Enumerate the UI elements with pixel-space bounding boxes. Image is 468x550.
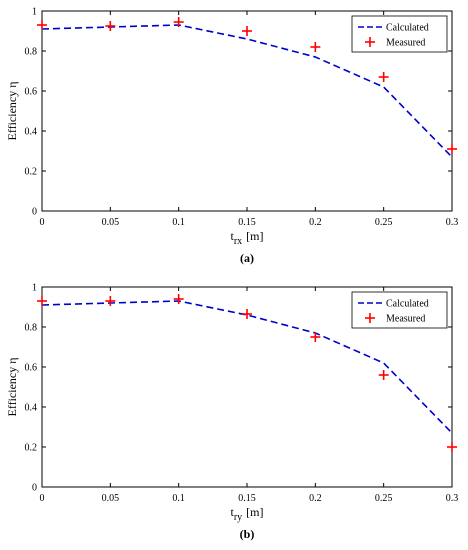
- x-tick-label: 0.1: [172, 493, 185, 504]
- x-tick-label: 0.3: [446, 217, 459, 228]
- x-tick-label: 0.2: [309, 493, 322, 504]
- legend-label: Measured: [386, 314, 425, 325]
- x-tick-label: 0.25: [375, 493, 393, 504]
- measured-point: [37, 20, 47, 30]
- y-tick-label: 0.2: [25, 443, 38, 454]
- y-axis-label: Efficiency η: [5, 357, 19, 416]
- x-axis-label-subscript: ry: [234, 512, 242, 523]
- measured-point: [37, 296, 47, 306]
- y-tick-label: 0: [32, 207, 37, 218]
- y-tick-label: 1: [32, 7, 37, 18]
- x-tick-label: 0: [40, 217, 45, 228]
- x-tick-label: 0.15: [238, 493, 256, 504]
- y-tick-label: 0.8: [25, 47, 38, 58]
- x-axis-label-main: t: [230, 229, 234, 243]
- measured-point: [310, 42, 321, 52]
- y-tick-label: 0.8: [25, 323, 38, 334]
- x-axis-label-subscript: rx: [234, 236, 242, 247]
- legend-label: Measured: [386, 38, 425, 49]
- measured-point: [242, 309, 252, 319]
- legend-box: [351, 15, 448, 53]
- x-axis-label: trx [m]: [230, 229, 263, 247]
- legend-box: [351, 291, 448, 329]
- x-tick-label: 0.2: [309, 217, 322, 228]
- y-tick-label: 0.4: [25, 127, 38, 138]
- legend-label: Calculated: [386, 299, 429, 310]
- measured-point: [105, 296, 116, 306]
- y-tick-label: 1: [32, 283, 37, 294]
- y-tick-label: 0.6: [25, 87, 38, 98]
- x-tick-label: 0.1: [172, 217, 185, 228]
- y-tick-label: 0: [32, 483, 37, 494]
- x-tick-label: 0.3: [446, 493, 459, 504]
- chart-panel-b: 0 0.05 0.1 0.15 0.2 0.25 0.3 0 0.2 0.4 0.6 0.8 1 Effi…: [5, 283, 458, 542]
- measured-point: [173, 17, 184, 27]
- measured-point: [242, 26, 252, 36]
- legend: Calculated Measured: [351, 291, 448, 329]
- measured-point: [105, 21, 116, 31]
- y-tick-label: 0.6: [25, 363, 38, 374]
- measured-point: [447, 144, 457, 154]
- x-tick-label: 0.05: [102, 217, 120, 228]
- y-axis-label: Efficiency η: [5, 81, 19, 140]
- y-tick-label: 0.4: [25, 403, 38, 414]
- legend-label: Calculated: [386, 23, 429, 34]
- x-tick-label: 0.05: [102, 493, 120, 504]
- panel-caption: (a): [240, 251, 254, 265]
- x-tick-label: 0: [40, 493, 45, 504]
- measured-point: [310, 332, 321, 342]
- x-axis-label-unit: [m]: [246, 229, 263, 243]
- x-tick-label: 0.15: [238, 217, 256, 228]
- y-tick-label: 0.2: [25, 167, 38, 178]
- x-axis-label: try [m]: [230, 505, 263, 523]
- x-axis-label-main: t: [230, 505, 234, 519]
- measured-point: [378, 370, 389, 380]
- x-tick-label: 0.25: [375, 217, 393, 228]
- measured-point: [173, 294, 184, 304]
- chart-panel-a: 0 0.05 0.1 0.15 0.2 0.25 0.3 0 0.2 0.4 0.6 0.8 1 Effi…: [5, 7, 458, 266]
- measured-point: [447, 442, 457, 452]
- panel-caption: (b): [240, 527, 255, 541]
- legend: Calculated Measured: [351, 15, 448, 53]
- x-axis-label-unit: [m]: [246, 505, 263, 519]
- measured-point: [378, 72, 389, 82]
